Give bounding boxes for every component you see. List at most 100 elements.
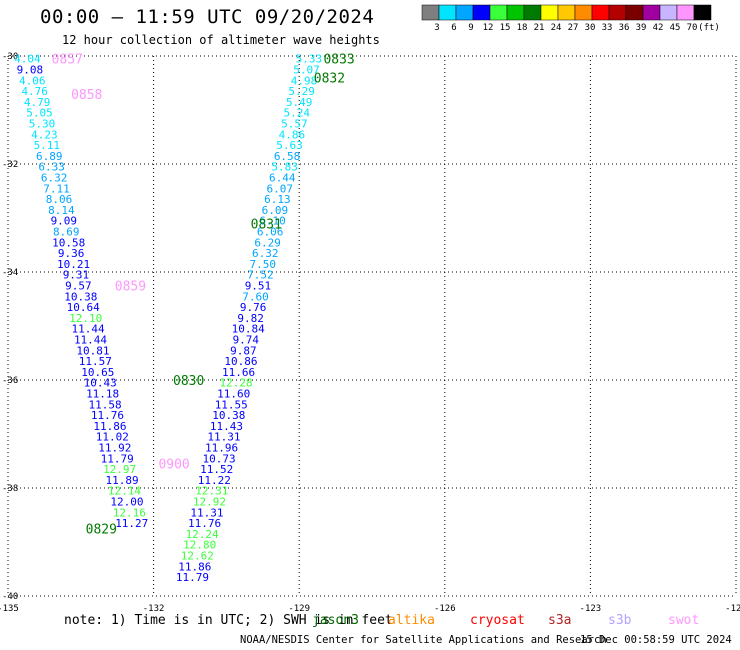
swh-value-label: 12.16	[113, 506, 146, 519]
swh-value-label: 5.29	[288, 85, 315, 98]
swh-value-label: 6.89	[36, 150, 63, 163]
swh-value-label: 6.07	[267, 182, 294, 195]
colorbar-swatch	[676, 4, 695, 21]
pass-time-label: 0857	[52, 53, 83, 68]
swh-value-label: 12.28	[220, 377, 253, 390]
swh-value-label: 5.11	[34, 139, 61, 152]
swh-value-label: 9.76	[240, 301, 267, 314]
swh-value-label: 11.92	[98, 442, 131, 455]
colorbar-swatch	[438, 4, 457, 21]
pass-time-label: 0829	[86, 523, 117, 538]
grid	[7, 55, 737, 597]
colorbar-label: 3	[434, 23, 439, 33]
timestamp: 15 Dec 00:58:59 UTC 2024	[580, 634, 732, 646]
swh-value-label: 5.24	[284, 107, 311, 120]
swh-value-label: 9.31	[63, 269, 90, 282]
swh-value-label: 12.00	[110, 496, 143, 509]
swh-value-label: 9.08	[17, 64, 44, 77]
colorbar: 3 6 9 12 15 18 21 24 27 30 33 36 39 42 45 70 (ft)	[421, 4, 720, 33]
swh-value-label: 4.76	[21, 85, 48, 98]
swh-value-label: 4.86	[279, 128, 306, 141]
x-tick-label: -126	[434, 604, 456, 614]
swh-value-label: 7.50	[250, 258, 277, 271]
swh-value-label: 9.74	[233, 334, 260, 347]
swh-value-label: 5.57	[281, 118, 308, 131]
swh-value-label: 10.38	[64, 290, 97, 303]
swh-value-label: 11.18	[86, 388, 119, 401]
swh-value-label: 11.60	[217, 388, 250, 401]
swh-value-label: 4.06	[19, 74, 46, 87]
swh-value-label: 11.86	[178, 560, 211, 573]
swh-value-label: 11.43	[210, 420, 243, 433]
colorbar-label: 6	[451, 23, 456, 33]
swh-value-label: 9.51	[245, 280, 272, 293]
colorbar-swatch	[489, 4, 508, 21]
swh-value-label: 11.52	[200, 463, 233, 476]
pass-time-label: 0830	[173, 374, 204, 389]
swh-value-label: 11.86	[93, 420, 126, 433]
pass-time-label: 0832	[314, 72, 345, 87]
swh-value-label: 10.38	[212, 409, 245, 422]
swh-value-label: 12.80	[183, 539, 216, 552]
colorbar-swatch	[557, 4, 576, 21]
swh-value-label: 11.76	[91, 409, 124, 422]
colorbar-swatch	[574, 4, 593, 21]
colorbar-label: (ft)	[698, 23, 720, 33]
swh-value-label: 7.52	[247, 269, 274, 282]
swh-value-label: 5.83	[271, 161, 298, 174]
swh-value-label: 6.29	[254, 236, 281, 249]
swh-value-label: 12.10	[69, 312, 102, 325]
swh-value-label: 5.49	[286, 96, 313, 109]
colorbar-swatch	[591, 4, 610, 21]
swh-value-label: 11.66	[222, 366, 255, 379]
colorbar-swatch	[693, 4, 712, 21]
colorbar-label: 24	[551, 23, 562, 33]
swh-value-label: 8.14	[48, 204, 75, 217]
swh-value-label: 6.09	[262, 204, 289, 217]
satellite-legend-swot: swot	[668, 613, 700, 628]
data-points: 4.049.084.064.764.795.055.304.235.116.89…	[14, 53, 322, 584]
swh-value-label: 9.36	[58, 247, 85, 260]
swh-value-label: 10.86	[224, 355, 257, 368]
satellite-legend-cryosat: cryosat	[470, 613, 525, 628]
y-tick-label: -36	[2, 376, 18, 386]
colorbar-label: 18	[517, 23, 528, 33]
colorbar-swatch	[472, 4, 491, 21]
time-labels: 0857 0858 0859 0900 0833 0832 0831 0830 0829	[52, 53, 355, 538]
swh-value-label: 5.33	[296, 53, 323, 66]
pass-time-label: 0833	[323, 53, 354, 68]
swh-value-label: 10.84	[232, 323, 265, 336]
colorbar-label: 30	[585, 23, 596, 33]
axis-ticks: -135 -132 -129 -126 -123 -120 -30 -32 -34 -36 -38 -…	[0, 52, 740, 614]
swh-value-label: 4.23	[31, 128, 58, 141]
y-tick-label: -32	[2, 160, 18, 170]
swh-value-label: 11.44	[74, 334, 107, 347]
colorbar-swatch	[455, 4, 474, 21]
pass-time-label: 0900	[158, 458, 189, 473]
satellite-legend-jason3: jason3	[312, 613, 359, 628]
swh-value-label: 12.31	[195, 485, 228, 498]
swh-value-label: 11.89	[105, 474, 138, 487]
swh-value-label: 4.04	[14, 53, 41, 66]
swh-value-label: 8.69	[53, 226, 80, 239]
colorbar-swatch	[625, 4, 644, 21]
swh-value-label: 6.44	[269, 172, 296, 185]
swh-value-label: 10.73	[203, 452, 236, 465]
satellite-legend-s3a: s3a	[548, 613, 572, 628]
swh-value-label: 10.64	[67, 301, 100, 314]
swh-value-label: 11.44	[72, 323, 105, 336]
swh-value-label: 9.57	[65, 280, 92, 293]
swh-value-label: 10.81	[76, 344, 109, 357]
colorbar-swatch	[506, 4, 525, 21]
colorbar-label: 42	[653, 23, 664, 33]
note: note: 1) Time is in UTC; 2) SWH is in fe…	[64, 613, 393, 628]
swh-value-label: 11.79	[176, 571, 209, 584]
swh-value-label: 11.22	[198, 474, 231, 487]
swh-value-label: 11.31	[207, 431, 240, 444]
colorbar-label: 27	[568, 23, 579, 33]
satellite-legend-s3b: s3b	[608, 613, 632, 628]
swh-value-label: 9.82	[237, 312, 264, 325]
swh-value-label: 7.60	[242, 290, 269, 303]
swh-value-label: 10.21	[57, 258, 90, 271]
colorbar-label: 70	[687, 23, 698, 33]
